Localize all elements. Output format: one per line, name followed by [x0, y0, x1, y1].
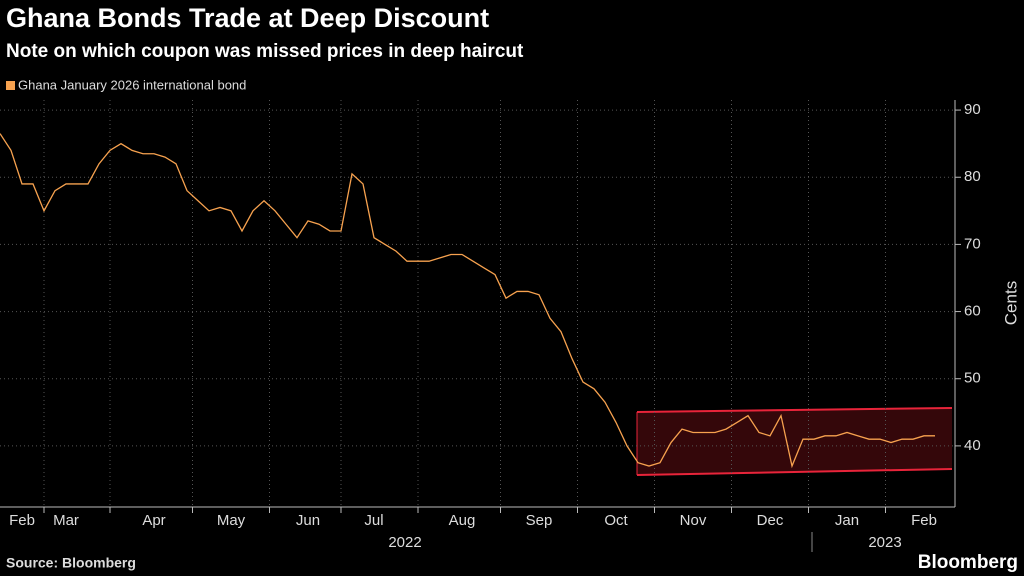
chart-title: Ghana Bonds Trade at Deep Discount [6, 3, 489, 33]
x-tick-label: May [217, 512, 246, 529]
y-tick-label: 60 [964, 303, 981, 320]
series-line [0, 133, 935, 469]
highlight-top [636, 407, 953, 413]
x-tick-label: Apr [142, 512, 165, 529]
x-tick-label: Feb [9, 512, 35, 529]
x-tick-label: Sep [526, 512, 553, 529]
x-tick-label: Aug [449, 512, 476, 529]
legend-label: Ghana January 2026 international bond [18, 77, 246, 92]
legend-swatch [6, 81, 15, 90]
year-label: 2023 [868, 534, 901, 551]
x-tick-label: Jun [296, 512, 320, 529]
x-tick-label: Feb [911, 512, 937, 529]
highlight-box [637, 408, 952, 475]
y-tick-label: 50 [964, 370, 981, 387]
x-tick-label: Mar [53, 512, 79, 529]
y-axis-label: Cents [1001, 281, 1020, 325]
x-tick-label: Oct [604, 512, 628, 529]
highlight-bottom [636, 468, 953, 476]
x-tick-label: Jan [835, 512, 859, 529]
chart-subtitle: Note on which coupon was missed prices i… [6, 41, 524, 62]
year-label: 2022 [388, 534, 421, 551]
y-tick-label: 90 [964, 101, 981, 118]
y-tick-label: 40 [964, 437, 981, 454]
y-tick-label: 70 [964, 235, 981, 252]
brand: Bloomberg [918, 552, 1018, 573]
y-tick-label: 80 [964, 168, 981, 185]
x-tick-label: Dec [757, 512, 784, 529]
x-tick-label: Nov [680, 512, 707, 529]
source: Source: Bloomberg [6, 555, 136, 571]
x-tick-label: Jul [364, 512, 383, 529]
